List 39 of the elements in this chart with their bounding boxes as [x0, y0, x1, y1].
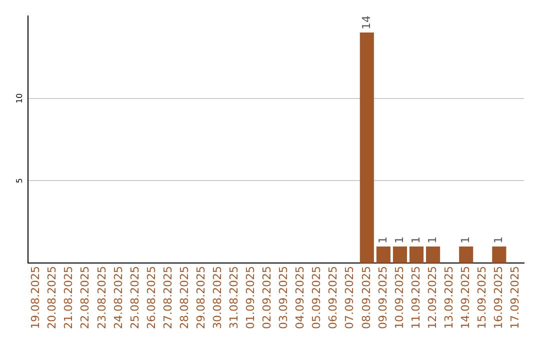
- x-tick-label: 27.08.2025: [161, 266, 174, 330]
- y-tick-label: 10: [15, 93, 24, 104]
- x-tick-label: 14.09.2025: [458, 266, 472, 330]
- x-tick-label: 21.08.2025: [62, 266, 76, 330]
- x-tick-label: 25.08.2025: [128, 266, 142, 330]
- y-tick-label: 5: [15, 178, 24, 184]
- x-tick-label: 11.09.2025: [409, 266, 422, 330]
- x-tick-label: 12.09.2025: [426, 266, 439, 330]
- data-label: 1: [392, 236, 406, 244]
- x-tick-label: 02.09.2025: [260, 266, 274, 330]
- x-tick-label: 28.08.2025: [178, 266, 191, 330]
- x-tick-label: 24.08.2025: [112, 266, 125, 330]
- data-label: 1: [376, 236, 390, 244]
- x-tick-label: 17.09.2025: [508, 266, 522, 330]
- x-tick-label: 07.09.2025: [343, 266, 356, 330]
- x-tick-label: 19.08.2025: [29, 266, 42, 330]
- data-label: 14: [360, 15, 373, 30]
- x-tick-label: 29.08.2025: [194, 266, 208, 330]
- x-tick-label: 15.09.2025: [475, 266, 488, 330]
- data-label: 1: [409, 236, 422, 244]
- x-tick-label: 08.09.2025: [360, 266, 373, 330]
- x-tick-label: 06.09.2025: [326, 266, 340, 330]
- data-label: 1: [458, 236, 472, 244]
- x-tick-label: 31.08.2025: [228, 266, 241, 330]
- x-tick-label: 22.08.2025: [78, 266, 92, 330]
- x-tick-label: 23.08.2025: [95, 266, 108, 330]
- x-tick-label: 05.09.2025: [310, 266, 324, 330]
- x-tick-label: 03.09.2025: [277, 266, 290, 330]
- data-label: 1: [426, 236, 439, 244]
- x-tick-label: 09.09.2025: [376, 266, 390, 330]
- x-tick-label: 04.09.2025: [294, 266, 307, 330]
- x-tick-label: 10.09.2025: [392, 266, 406, 330]
- x-tick-label: 30.08.2025: [210, 266, 224, 330]
- x-tick-label: 20.08.2025: [46, 266, 59, 330]
- x-tick-label: 01.09.2025: [244, 266, 258, 330]
- x-tick-label: 26.08.2025: [144, 266, 158, 330]
- x-tick-label: 16.09.2025: [492, 266, 506, 330]
- x-tick-label: 13.09.2025: [442, 266, 456, 330]
- data-label: 1: [492, 236, 506, 244]
